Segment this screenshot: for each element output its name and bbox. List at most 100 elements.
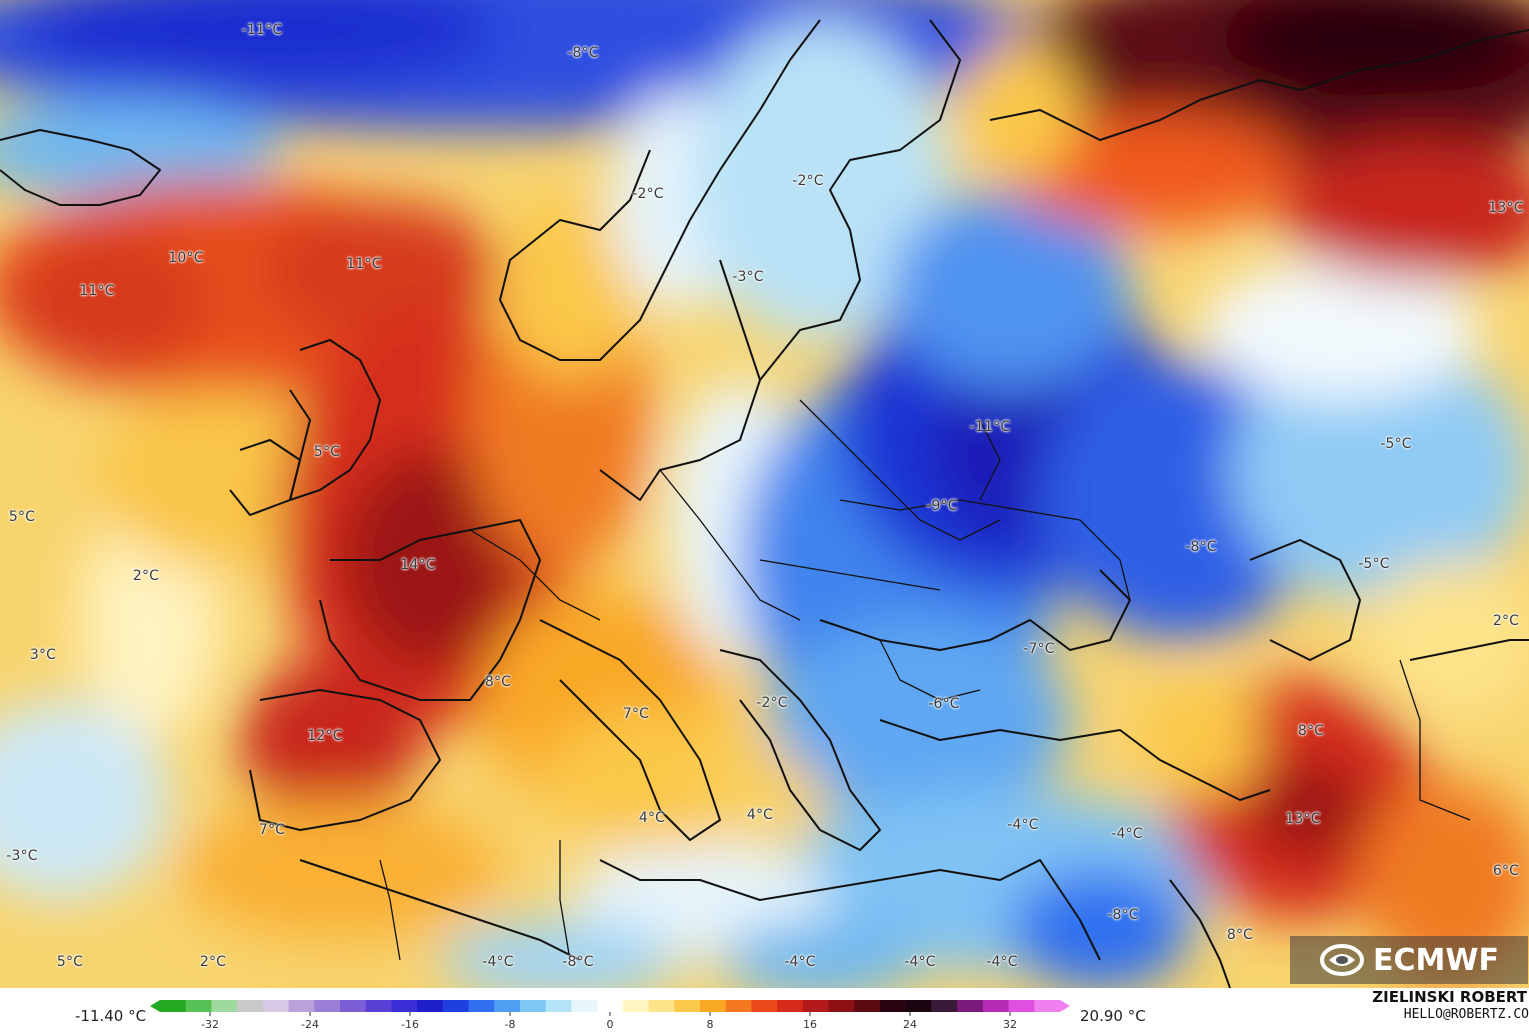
colorbar-tick-label: 8: [707, 1018, 714, 1031]
colorbar-tick-label: 32: [1003, 1018, 1017, 1031]
colorbar-cell: [597, 1000, 624, 1012]
colorbar-cell: [520, 1000, 547, 1012]
colorbar-cell: [417, 1000, 444, 1012]
ecmwf-swirl-icon: [1320, 944, 1365, 976]
colorbar-cell: [854, 1000, 881, 1012]
temperature-label: 2°C: [1492, 613, 1520, 629]
legend-min-label: -11.40 °C: [75, 1007, 147, 1025]
temperature-label: -4°C: [784, 954, 816, 970]
temperature-label: 10°C: [168, 250, 204, 266]
temperature-label: 8°C: [484, 674, 512, 690]
colorbar-cell: [288, 1000, 315, 1012]
colorbar-cell: [571, 1000, 598, 1012]
colorbar-cell: [237, 1000, 264, 1012]
colorbar-cell: [802, 1000, 830, 1012]
temperature-label: -4°C: [482, 954, 514, 970]
temperature-label: -8°C: [562, 954, 594, 970]
colorbar-cell: [494, 1000, 521, 1012]
colorbar-cell: [931, 1000, 958, 1012]
colorbar: -32 -24 -16 -8 0 8 16 24 32: [150, 1000, 1070, 1031]
legend-max-label: 20.90 °C: [1080, 1007, 1146, 1025]
temperature-label: 13°C: [1285, 811, 1321, 827]
temperature-label: -11°C: [241, 22, 283, 38]
temperature-label: -4°C: [1007, 817, 1039, 833]
author-name: ZIELINSKI ROBERT: [1372, 988, 1527, 1006]
colorbar-tick-label: -16: [401, 1018, 419, 1031]
temperature-label: 2°C: [199, 954, 227, 970]
anomaly-field: [0, 0, 1529, 988]
colorbar-cell: [751, 1000, 778, 1012]
colorbar-cell: [725, 1000, 753, 1012]
temperature-label: -6°C: [928, 696, 960, 712]
colorbar-tick-label: -8: [505, 1018, 516, 1031]
temperature-label: -4°C: [986, 954, 1018, 970]
temperature-label: 8°C: [1297, 723, 1325, 739]
colorbar-tick-label: -32: [201, 1018, 219, 1031]
colorbar-cell: [365, 1000, 393, 1012]
colorbar-cell: [160, 1000, 187, 1012]
temperature-label: 7°C: [622, 706, 650, 722]
temperature-field: [0, 0, 1529, 988]
temperature-label: 5°C: [8, 509, 36, 525]
colorbar-cell: [700, 1000, 727, 1012]
temperature-label: 7°C: [258, 822, 286, 838]
temperature-map: -11°C -8°C 10°C 11°C 11°C -2°C -2°C -3°C 13°C 5°C…: [0, 0, 1529, 988]
colorbar-tick-label: 24: [903, 1018, 917, 1031]
colorbar-cells: [150, 1000, 1070, 1012]
temperature-label: -2°C: [792, 173, 824, 189]
colorbar-cell: [340, 1000, 367, 1012]
temperature-label: -2°C: [632, 186, 664, 202]
temperature-label: 5°C: [56, 954, 84, 970]
temperature-label: 5°C: [313, 444, 341, 460]
coastlines: [0, 19, 1529, 988]
temperature-label: 8°C: [1226, 927, 1254, 943]
colorbar-cell: [314, 1000, 341, 1012]
colorbar-cell: [262, 1000, 290, 1012]
colorbar-cell: [391, 1000, 418, 1012]
temperature-label: -8°C: [1107, 907, 1139, 923]
colorbar-cell: [648, 1000, 675, 1012]
temperature-label: -7°C: [1023, 641, 1055, 657]
colorbar-tick-label: 16: [803, 1018, 817, 1031]
temperature-label: 4°C: [638, 810, 666, 826]
colorbar-cell: [545, 1000, 573, 1012]
temperature-label: 12°C: [307, 728, 343, 744]
colorbar-max-arrow: [1060, 1000, 1070, 1012]
temperature-label: -3°C: [6, 848, 38, 864]
colorbar-ticks: -32 -24 -16 -8 0 8 16 24 32: [201, 1012, 1017, 1031]
colorbar-min-arrow: [150, 1000, 160, 1012]
temperature-label: 13°C: [1488, 200, 1524, 216]
temperature-label: 14°C: [400, 557, 436, 573]
colorbar-tick-label: -24: [301, 1018, 319, 1031]
temperature-label: 11°C: [346, 256, 382, 272]
colorbar-cell: [777, 1000, 804, 1012]
colorbar-cell: [468, 1000, 495, 1012]
colorbar-tick-label: 0: [607, 1018, 614, 1031]
temperature-label: -8°C: [567, 45, 599, 61]
temperature-label: 11°C: [79, 283, 115, 299]
temperature-label: -8°C: [1185, 539, 1217, 555]
colorbar-cell: [982, 1000, 1010, 1012]
colorbar-cell: [828, 1000, 855, 1012]
temperature-label: -9°C: [926, 498, 958, 514]
temperature-label: -2°C: [756, 695, 788, 711]
colorbar-cell: [622, 1000, 650, 1012]
temperature-label: -4°C: [1111, 826, 1143, 842]
temperature-label: -5°C: [1380, 436, 1412, 452]
colorbar-cell: [1008, 1000, 1035, 1012]
colorbar-cell: [185, 1000, 213, 1012]
logo-text: ECMWF: [1373, 942, 1499, 978]
author-email: HELLO@ROBERTZ.CO: [1403, 1007, 1529, 1022]
temperature-label: 3°C: [29, 647, 57, 663]
colorbar-cell: [211, 1000, 238, 1012]
temperature-label: 2°C: [132, 568, 160, 584]
temperature-label: -4°C: [904, 954, 936, 970]
borders: [379, 399, 1471, 961]
temperature-label: 4°C: [746, 807, 774, 823]
colorbar-cell: [905, 1000, 933, 1012]
colorbar-cell: [674, 1000, 701, 1012]
ecmwf-logo: ECMWF: [1290, 936, 1528, 984]
colorbar-cell: [880, 1000, 907, 1012]
colorbar-cell: [442, 1000, 470, 1012]
colorbar-cell: [957, 1000, 984, 1012]
